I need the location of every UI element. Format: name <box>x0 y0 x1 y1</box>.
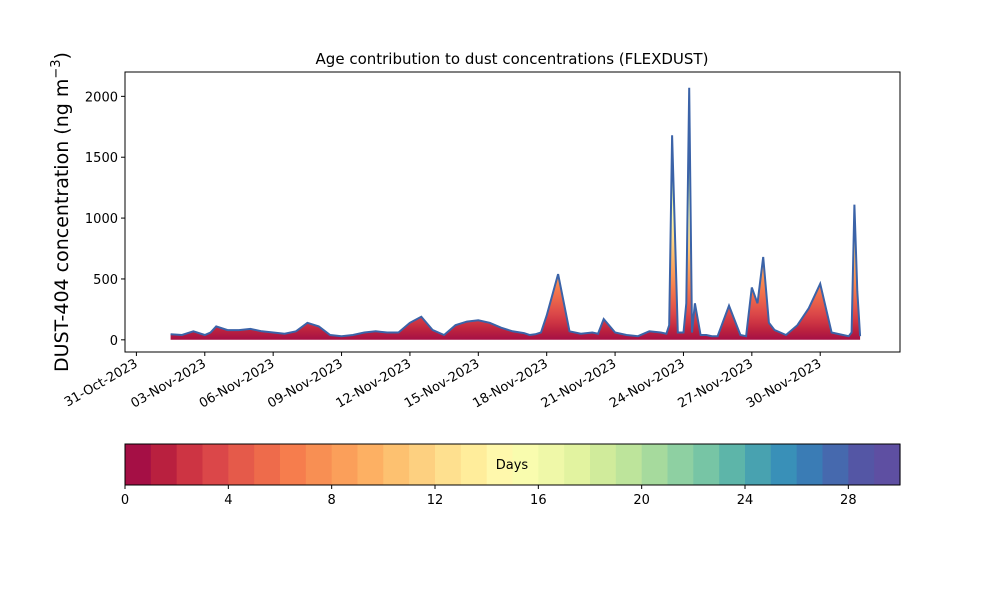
colorbar-segment <box>745 444 772 485</box>
colorbar-frame <box>124 443 901 486</box>
y-axis-label-close: ) <box>51 52 73 59</box>
y-axis-label-main: DUST-404 concentration (ng m <box>51 79 73 372</box>
x-tick-label: 27-Nov-2023 <box>676 356 756 411</box>
colorbar-segment <box>435 444 462 485</box>
y-axis-label-sup: −3 <box>49 59 64 78</box>
x-tick-label: 18-Nov-2023 <box>470 356 550 411</box>
colorbar-tick-label: 20 <box>633 493 650 508</box>
chart-title: Age contribution to dust concentrations … <box>316 50 709 68</box>
colorbar-segment <box>305 444 333 485</box>
colorbar-segment <box>874 444 901 485</box>
colorbar-segment <box>331 444 359 485</box>
x-tick-label: 15-Nov-2023 <box>402 356 482 411</box>
colorbar-segment <box>460 444 488 485</box>
x-tick-label: 09-Nov-2023 <box>265 356 345 411</box>
colorbar-tick-label: 28 <box>840 493 857 508</box>
y-ticks: 0 500 1000 1500 2000 <box>85 90 125 349</box>
y-tick-label: 500 <box>93 273 118 288</box>
colorbar-segment <box>615 444 643 485</box>
series-line <box>170 87 862 338</box>
colorbar-segment <box>280 444 307 485</box>
x-tick-label: 06-Nov-2023 <box>197 356 277 411</box>
colorbar-segment <box>486 444 514 485</box>
colorbar-segment <box>254 444 281 485</box>
x-tick-label: 24-Nov-2023 <box>607 356 687 411</box>
x-tick-label: 31-Oct-2023 <box>62 356 140 410</box>
colorbar-ticks: 0 4 8 12 16 20 24 28 <box>121 485 857 508</box>
x-tick-label: 03-Nov-2023 <box>129 356 209 411</box>
colorbar-segment <box>667 444 694 485</box>
colorbar-tick-label: 8 <box>328 493 336 508</box>
colorbar-segment <box>693 444 720 485</box>
colorbar-tick-label: 12 <box>427 493 444 508</box>
y-axis-label: DUST-404 concentration (ng m−3) <box>49 52 73 372</box>
stacked-area-layer <box>170 87 861 340</box>
y-tick-label: 1000 <box>85 212 118 227</box>
colorbar-segment <box>176 444 204 485</box>
colorbar-segment <box>796 444 824 485</box>
colorbar-segment <box>202 444 229 485</box>
series-area <box>170 87 861 340</box>
colorbar-segment <box>357 444 384 485</box>
colorbar-tick-label: 16 <box>530 493 547 508</box>
colorbar-segment <box>538 444 565 485</box>
colorbar-segment <box>822 444 849 485</box>
plot-frame <box>124 71 901 353</box>
colorbar-tick-label: 24 <box>737 493 754 508</box>
colorbar-segment <box>719 444 746 485</box>
colorbar-segment <box>228 444 255 485</box>
colorbar-segment <box>512 444 539 485</box>
x-tick-label: 21-Nov-2023 <box>539 356 619 411</box>
colorbar-segment <box>383 444 410 485</box>
colorbar-label: Days <box>496 458 529 473</box>
y-tick-label: 1500 <box>85 151 118 166</box>
colorbar <box>125 444 901 485</box>
colorbar-tick-label: 4 <box>224 493 232 508</box>
x-ticks: 31-Oct-202303-Nov-202306-Nov-202309-Nov-… <box>62 352 824 411</box>
y-tick-label: 2000 <box>85 90 118 105</box>
colorbar-segment <box>564 444 591 485</box>
colorbar-segment <box>848 444 875 485</box>
x-tick-label: 12-Nov-2023 <box>334 356 414 411</box>
x-tick-label: 30-Nov-2023 <box>744 356 824 411</box>
colorbar-segment <box>409 444 436 485</box>
colorbar-segment <box>150 444 178 485</box>
colorbar-tick-label: 0 <box>121 493 129 508</box>
colorbar-segment <box>590 444 617 485</box>
total-line-layer <box>170 87 862 338</box>
y-tick-label: 0 <box>110 334 118 349</box>
colorbar-segment <box>641 444 669 485</box>
colorbar-segment <box>770 444 798 485</box>
colorbar-segment <box>125 444 152 485</box>
